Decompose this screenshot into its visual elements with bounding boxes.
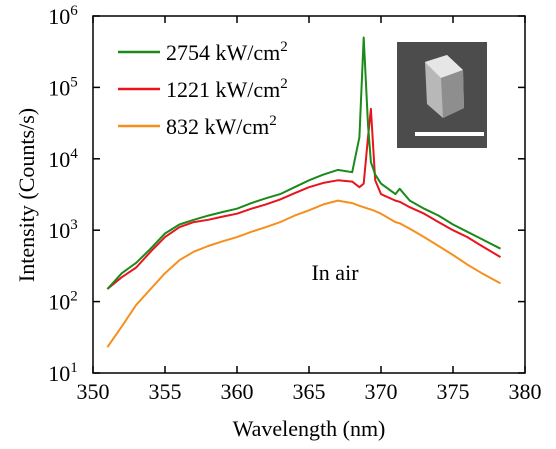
legend-label: 2754 kW/cm2 (166, 39, 288, 65)
inset-image (397, 42, 487, 148)
y-tick-label: 103 (48, 217, 78, 243)
x-tick-label: 380 (509, 379, 542, 404)
x-tick-label: 365 (293, 379, 326, 404)
y-tick-label: 106 (48, 3, 78, 29)
y-tick-label: 102 (48, 289, 78, 315)
annotation: In air (311, 260, 359, 285)
series-line (106, 107, 502, 290)
series-line (106, 36, 501, 290)
x-tick-label: 360 (221, 379, 254, 404)
x-tick-label: 350 (77, 379, 110, 404)
y-tick-label: 101 (48, 360, 78, 386)
series-line (106, 199, 501, 348)
y-tick-label: 105 (48, 74, 78, 100)
x-tick-label: 355 (149, 379, 182, 404)
x-tick-label: 375 (437, 379, 470, 404)
x-axis-label: Wavelength (nm) (233, 416, 386, 441)
y-tick-label: 104 (48, 146, 78, 172)
x-tick-label: 370 (365, 379, 398, 404)
y-axis-label: Intensity (Counts/s) (14, 108, 39, 282)
legend-label: 832 kW/cm2 (166, 113, 277, 139)
legend-label: 1221 kW/cm2 (166, 76, 288, 102)
